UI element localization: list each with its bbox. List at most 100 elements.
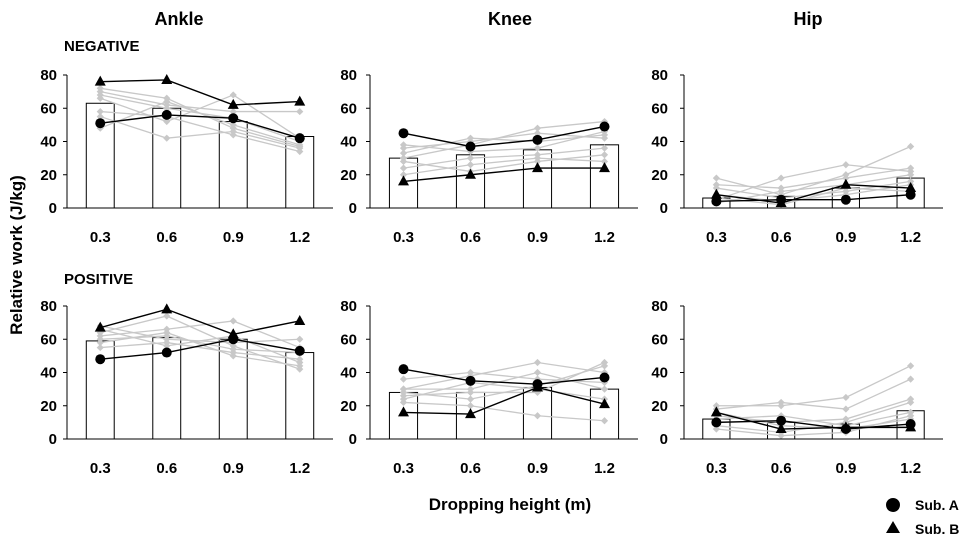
point-subject-5: [96, 94, 104, 102]
legend-marker-sub-a: [886, 498, 900, 512]
point-subject-4: [399, 171, 408, 179]
point-subject-7: [600, 131, 609, 139]
point-sub-b: [599, 398, 610, 409]
point-subject-1: [907, 142, 915, 151]
point-subject-6: [163, 342, 171, 350]
point-sub-a: [95, 354, 106, 365]
series-line-subject-2: [716, 164, 911, 201]
y-tick-label: 80: [651, 298, 668, 315]
x-tick-label: 0.9: [223, 460, 244, 477]
x-tick-label: 0.3: [393, 229, 414, 246]
x-tick-label: 0.6: [156, 229, 177, 246]
series-line-sub-b: [100, 308, 300, 335]
series-line-subject-6: [403, 154, 605, 173]
series-line-sub-b: [100, 79, 300, 106]
point-subject-1: [533, 129, 542, 137]
x-tick-label: 0.9: [527, 229, 548, 246]
y-tick-label: 40: [340, 365, 357, 382]
series-line-subject-1: [716, 365, 911, 407]
series-line-subject-4: [716, 174, 911, 204]
point-subject-7: [96, 335, 104, 343]
row-label-negative: NEGATIVE: [64, 38, 140, 55]
point-sub-b: [294, 95, 306, 106]
series-line-sub-b: [716, 184, 911, 204]
y-tick-label: 20: [40, 167, 57, 184]
x-tick-label: 0.9: [223, 229, 244, 246]
point-subject-1: [712, 174, 720, 182]
y-tick-label: 0: [660, 431, 668, 448]
point-sub-a: [711, 196, 722, 207]
panel-knee-positive: 0 20 40 60 80 0.3 0.6 0.9 1.2: [340, 298, 638, 477]
series-line-subject-6: [716, 167, 911, 189]
series-line-subject-2: [403, 147, 605, 169]
series-line-sub-b: [403, 386, 605, 415]
series-line-subject-2: [716, 378, 911, 410]
series-line-subject-3: [403, 381, 605, 400]
x-tick-label: 0.9: [835, 460, 856, 477]
series-line-subject-1: [403, 132, 605, 149]
point-sub-b: [532, 162, 543, 173]
point-sub-b: [398, 406, 409, 417]
x-tick-label: 0.3: [90, 460, 111, 477]
point-subject-6: [296, 144, 304, 152]
x-tick-label: 0.6: [460, 460, 481, 477]
point-subject-7: [399, 388, 408, 397]
x-tick-label: 1.2: [289, 229, 310, 246]
point-subject-5: [466, 402, 475, 410]
point-subject-4: [229, 121, 237, 129]
point-sub-b: [161, 73, 173, 84]
x-tick-label: 0.9: [527, 460, 548, 477]
series-line-subject-7: [403, 365, 605, 400]
series-line-subject-1: [403, 361, 605, 390]
legend: Sub. A Sub. B: [886, 497, 959, 537]
point-subject-2: [777, 398, 785, 407]
panel-hip-negative: 0 20 40 60 80 0.3 0.6 0.9 1.2: [651, 67, 943, 246]
x-tick-label: 1.2: [900, 460, 921, 477]
point-sub-a: [465, 375, 476, 386]
series-line-subject-4: [100, 325, 300, 344]
series-line-subject-2: [100, 341, 300, 360]
point-sub-b: [710, 406, 722, 417]
legend-label-sub-b: Sub. B: [915, 521, 959, 537]
series-line-subject-3: [100, 110, 300, 153]
panel-ankle-negative: 0 20 40 60 80 0.3 0.6 0.9 1.2: [40, 67, 333, 246]
series-line-subject-7: [716, 411, 911, 430]
y-tick-label: 20: [340, 167, 357, 184]
chart-panels: 0 20 40 60 80 0.3 0.6 0.9 1.2 0 20 40 60 80 0.3 0.6 0.9 1…: [40, 67, 943, 477]
point-sub-b: [905, 182, 917, 193]
point-subject-7: [466, 395, 475, 403]
y-tick-label: 40: [340, 134, 357, 151]
point-subject-7: [399, 149, 408, 157]
y-tick-label: 0: [49, 200, 57, 217]
y-tick-label: 40: [651, 365, 668, 382]
point-sub-a: [465, 141, 476, 152]
point-sub-b: [161, 303, 173, 314]
point-subject-4: [466, 161, 475, 169]
point-sub-a: [228, 113, 239, 124]
point-sub-b: [94, 75, 106, 86]
point-sub-a: [95, 118, 106, 129]
point-sub-b: [532, 381, 543, 392]
y-tick-label: 60: [651, 331, 668, 348]
point-subject-5: [229, 91, 237, 99]
x-tick-label: 0.3: [706, 229, 727, 246]
series-line-subject-7: [403, 134, 605, 154]
x-tick-label: 1.2: [594, 229, 615, 246]
col-title-hip: Hip: [794, 9, 823, 29]
point-subject-5: [712, 425, 720, 433]
point-sub-b: [599, 162, 610, 173]
y-tick-label: 20: [340, 398, 357, 415]
point-subject-6: [533, 368, 542, 377]
x-tick-label: 0.6: [460, 229, 481, 246]
point-subject-5: [229, 352, 237, 360]
y-tick-label: 20: [40, 398, 57, 415]
point-subject-2: [600, 144, 609, 152]
y-tick-label: 80: [340, 298, 357, 315]
point-sub-b: [905, 421, 917, 432]
y-tick-label: 40: [40, 134, 57, 151]
series-line-subject-5: [403, 130, 605, 153]
point-subject-5: [399, 398, 408, 407]
x-tick-label: 0.3: [90, 229, 111, 246]
point-subject-6: [399, 157, 408, 166]
point-subject-1: [163, 312, 171, 320]
